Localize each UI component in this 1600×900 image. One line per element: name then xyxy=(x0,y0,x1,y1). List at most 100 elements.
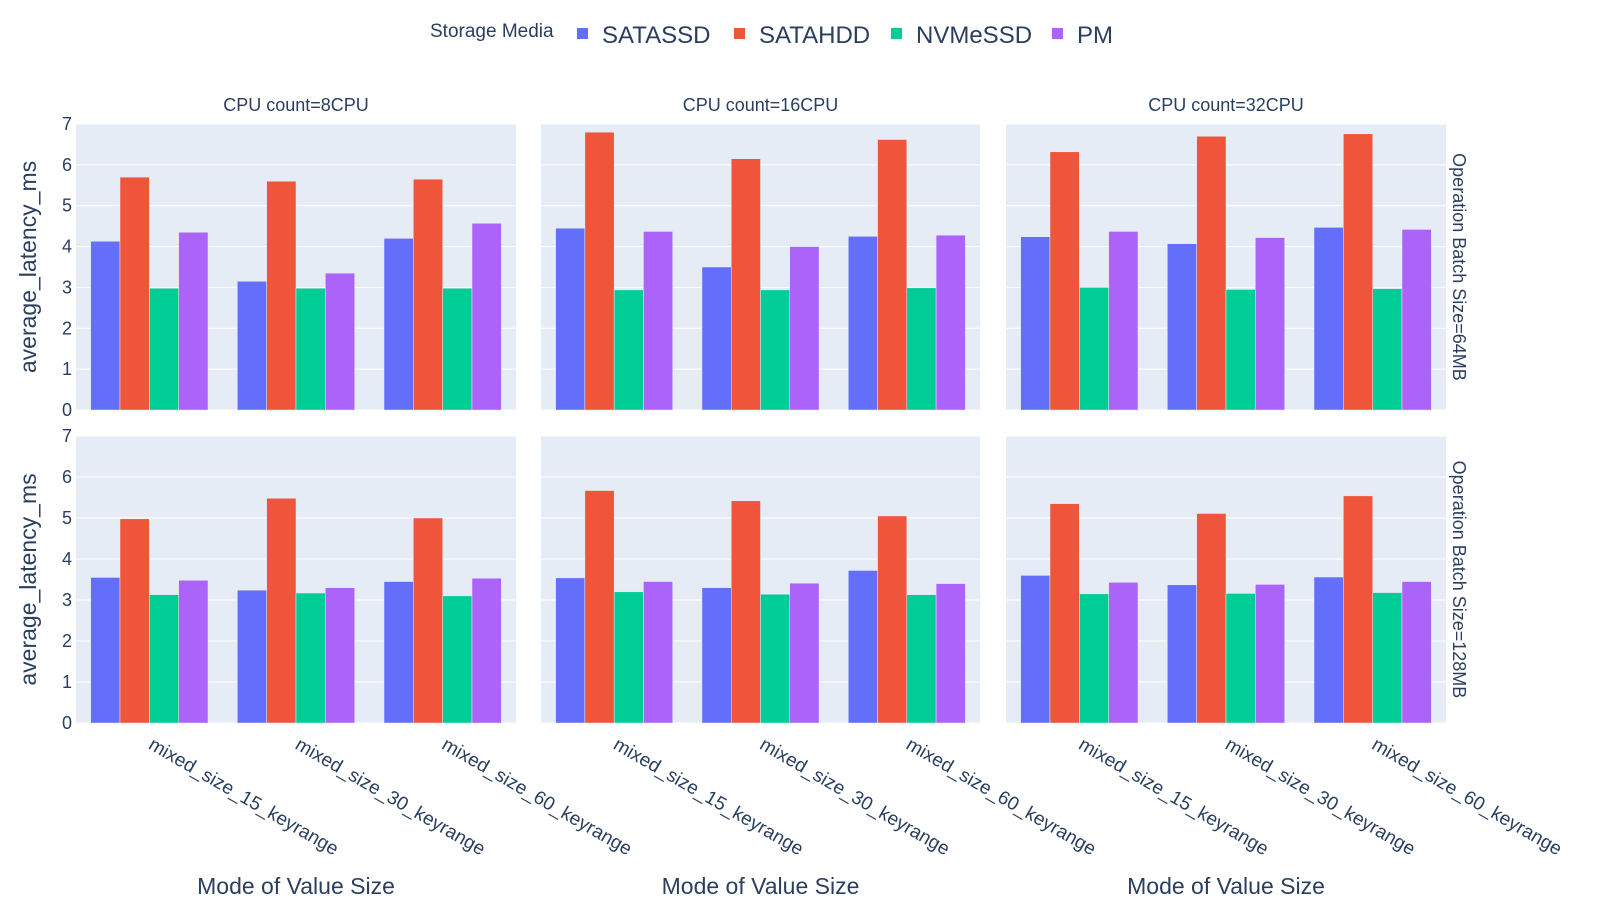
bar-satahdd xyxy=(1049,151,1080,411)
y-tick-label: 2 xyxy=(62,318,72,338)
legend-label-pm: PM xyxy=(1077,22,1113,49)
bar-nvmessd xyxy=(1372,288,1403,411)
bar-satassd xyxy=(555,227,586,411)
bar-nvmessd xyxy=(442,287,473,411)
bar-nvmessd xyxy=(906,594,937,724)
legend-swatch-pm xyxy=(1052,28,1063,39)
column-title: CPU count=16CPU xyxy=(683,95,839,115)
bar-pm xyxy=(935,234,966,411)
bar-nvmessd xyxy=(1079,593,1109,724)
bar-satassd xyxy=(383,581,414,724)
bar-pm xyxy=(1401,581,1432,724)
bar-satassd xyxy=(1167,243,1197,411)
bar-satahdd xyxy=(584,490,615,724)
bar-satassd xyxy=(1020,575,1051,724)
legend-label-satahdd: SATAHDD xyxy=(759,22,870,49)
bar-nvmessd xyxy=(906,287,937,411)
bar-satahdd xyxy=(413,178,443,411)
bar-satahdd xyxy=(119,518,150,724)
y-tick-label: 4 xyxy=(62,237,72,257)
legend-title: Storage Media xyxy=(430,21,554,42)
y-tick-label: 4 xyxy=(62,549,72,569)
y-axis-title: average_latency_ms xyxy=(15,473,41,685)
bar-nvmessd xyxy=(149,287,179,411)
bar-satassd xyxy=(237,589,267,724)
bar-nvmessd xyxy=(613,289,644,411)
bar-pm xyxy=(471,578,502,724)
bar-pm xyxy=(789,246,820,411)
bar-satahdd xyxy=(730,500,761,724)
y-tick-label: 0 xyxy=(62,713,72,733)
bar-nvmessd xyxy=(1372,592,1403,724)
bar-satahdd xyxy=(1343,495,1373,724)
bar-nvmessd xyxy=(295,592,326,724)
y-tick-label: 5 xyxy=(62,196,72,216)
y-tick-label: 7 xyxy=(62,426,72,446)
bar-nvmessd xyxy=(295,287,326,411)
bar-satahdd xyxy=(413,517,443,724)
bar-pm xyxy=(325,587,355,724)
bar-pm xyxy=(1255,584,1285,724)
legend: Storage Media SATASSD SATAHDD NVMeSSD PM xyxy=(430,21,1113,49)
y-tick-label: 3 xyxy=(62,277,72,297)
bar-pm xyxy=(325,272,355,411)
bar-satassd xyxy=(1313,576,1344,724)
y-tick-label: 2 xyxy=(62,631,72,651)
bar-satahdd xyxy=(877,139,908,411)
column-title: CPU count=32CPU xyxy=(1148,95,1304,115)
x-axis-title: Mode of Value Size xyxy=(197,873,395,899)
bar-satassd xyxy=(1020,236,1051,411)
bar-pm xyxy=(789,582,820,724)
bar-satassd xyxy=(555,577,586,724)
bar-satassd xyxy=(383,238,414,411)
bar-satahdd xyxy=(1049,503,1080,724)
bar-satahdd xyxy=(1343,133,1373,411)
legend-swatch-satassd xyxy=(577,28,588,39)
bar-nvmessd xyxy=(149,594,179,724)
bar-nvmessd xyxy=(760,289,791,411)
bar-satassd xyxy=(701,587,732,724)
row-title: Operation Batch Size=128MB xyxy=(1449,461,1469,699)
bar-satassd xyxy=(701,266,732,411)
bar-satassd xyxy=(1167,584,1197,724)
x-axis-title: Mode of Value Size xyxy=(1127,873,1325,899)
bar-satahdd xyxy=(1196,513,1227,724)
bar-satahdd xyxy=(266,498,297,724)
x-axis-title: Mode of Value Size xyxy=(662,873,860,899)
bar-satassd xyxy=(1313,227,1344,411)
bar-satassd xyxy=(90,241,121,411)
bar-pm xyxy=(1401,229,1432,411)
bar-nvmessd xyxy=(1079,287,1109,411)
bar-satahdd xyxy=(584,131,615,411)
panel-r0-c1 xyxy=(541,123,980,411)
bar-satassd xyxy=(848,570,878,724)
bar-pm xyxy=(643,581,673,724)
legend-swatch-satahdd xyxy=(734,28,745,39)
bar-satahdd xyxy=(1196,136,1227,411)
y-tick-label: 3 xyxy=(62,590,72,610)
bar-pm xyxy=(1108,231,1139,411)
bar-pm xyxy=(643,231,673,411)
bar-satassd xyxy=(90,577,121,724)
bar-pm xyxy=(935,583,966,724)
row-title: Operation Batch Size=64MB xyxy=(1449,153,1469,381)
y-axis-title: average_latency_ms xyxy=(15,161,41,373)
bar-pm xyxy=(178,580,209,724)
bar-satahdd xyxy=(266,180,297,411)
bar-nvmessd xyxy=(1225,289,1256,411)
column-title: CPU count=8CPU xyxy=(223,95,369,115)
y-tick-label: 1 xyxy=(62,672,72,692)
panel-r1-c2: mixed_size_15_keyrangemixed_size_30_keyr… xyxy=(1006,435,1565,860)
legend-label-satassd: SATASSD xyxy=(602,22,710,49)
bar-pm xyxy=(178,232,209,411)
bar-pm xyxy=(471,223,502,411)
bar-nvmessd xyxy=(613,591,644,724)
bar-nvmessd xyxy=(1225,593,1256,724)
panel-r0-c2 xyxy=(1006,123,1446,411)
bar-satassd xyxy=(237,281,267,411)
y-tick-label: 6 xyxy=(62,467,72,487)
bar-satassd xyxy=(848,236,878,411)
legend-label-nvmessd: NVMeSSD xyxy=(916,22,1032,49)
bar-pm xyxy=(1108,582,1139,724)
